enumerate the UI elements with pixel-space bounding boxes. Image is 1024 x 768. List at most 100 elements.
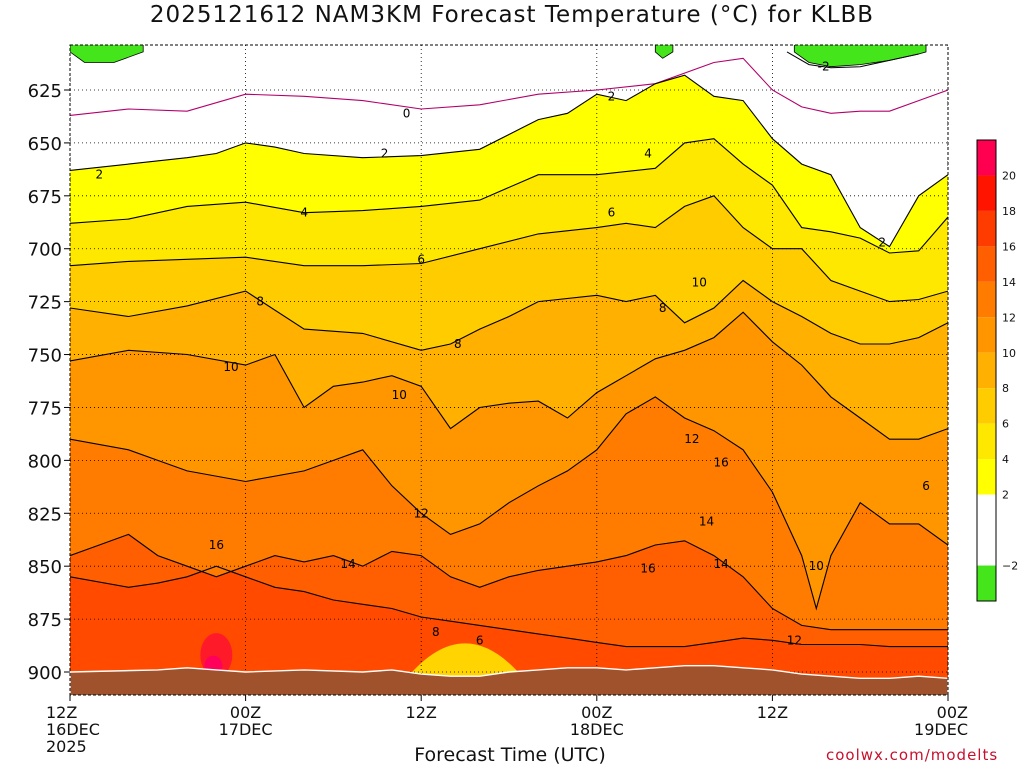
colorbar-label-9: 18 [1002, 205, 1016, 218]
temperature-fills [70, 45, 948, 695]
contour-label-7: 4 [644, 146, 652, 160]
contour-label-28: 6 [476, 633, 484, 647]
chart-title: 2025121612 NAM3KM Forecast Temperature (… [149, 2, 875, 28]
colorbar-label-0: −2 [1002, 560, 1018, 573]
colorbar-swatch-4 [977, 423, 996, 460]
contour-label-20: 12 [787, 633, 802, 647]
contour-label-14: 10 [223, 360, 238, 374]
y-tick-label-750: 750 [28, 346, 62, 367]
contour-label-18: 12 [414, 506, 429, 520]
colorbar-frame [976, 139, 997, 602]
contour-label-1: 0 [403, 106, 411, 120]
isotherm-6C [70, 195, 948, 303]
colorbar-swatch-14 [977, 246, 996, 282]
y-axis: 625 650 675 700 725 750 775 800 825 850 875 900 [28, 81, 70, 684]
contour-label-15: 10 [392, 388, 407, 402]
x-tick-label-60-0: 00Z [937, 703, 968, 722]
contour-label-26: 16 [714, 455, 729, 469]
x-tick-label-12-0: 00Z [230, 703, 261, 722]
y-tick-label-800: 800 [28, 451, 62, 472]
fill-below-0C [70, 45, 948, 116]
colorbar-swatch-10 [977, 317, 996, 353]
contour-label-24: 16 [209, 538, 224, 552]
plot-frame [69, 44, 949, 696]
colorbar-swatch-20 [977, 140, 996, 176]
contour-label-9: 6 [608, 206, 616, 220]
x-tick-label-0-0: 12Z [46, 703, 77, 722]
colorbar-swatch-2 [977, 459, 996, 495]
surface-cool-wedge [406, 643, 524, 679]
isotherm-0C [70, 57, 948, 116]
isotherm-14C [70, 533, 948, 631]
contour-label-21: 14 [340, 557, 355, 571]
gridlines [70, 45, 948, 695]
colorbar-label-8: 16 [1002, 240, 1016, 253]
colorbar-label-4: 8 [1002, 382, 1009, 395]
y-tick-label-675: 675 [28, 187, 62, 208]
contour-label-16: 10 [692, 276, 707, 290]
isotherm-lines [70, 51, 948, 648]
contour-label-6: 4 [300, 206, 308, 220]
terrain-ground [70, 665, 948, 695]
x-tick-label-0-1: 16DEC [46, 720, 100, 739]
colorbar-label-2: 4 [1002, 453, 1009, 466]
fill-below-minus2C-0 [70, 45, 144, 63]
contour-label-17: 10 [809, 559, 824, 573]
isotherm-10C [70, 311, 948, 440]
contour-label-25: 16 [640, 561, 655, 575]
x-axis-title: Forecast Time (UTC) [414, 744, 606, 766]
x-tick-label-12-1: 17DEC [219, 720, 273, 739]
contour-label-12: 8 [454, 337, 462, 351]
contour-label-5: 2 [878, 235, 886, 249]
isotherm-4C [70, 138, 948, 254]
x-tick-label-24-0: 12Z [406, 703, 437, 722]
x-tick-label-48-0: 12Z [757, 703, 788, 722]
x-tick-label-36-0: 00Z [581, 703, 612, 722]
contour-label-22: 14 [699, 515, 714, 529]
terrain-fill [70, 665, 948, 695]
y-tick-label-900: 900 [28, 663, 62, 684]
isotherm-8C [70, 279, 948, 351]
colorbar: −2 2 4 6 8 10 12 14 16 18 20 [976, 139, 1018, 602]
plot-area [70, 45, 948, 695]
colorbar-label-10: 20 [1002, 169, 1016, 182]
y-tick-label-625: 625 [28, 81, 62, 102]
isotherm-16C [70, 565, 948, 648]
y-tick-label-700: 700 [28, 240, 62, 261]
contour-label-0: -2 [818, 60, 830, 74]
contour-label-10: 6 [922, 479, 930, 493]
isotherm-2C [70, 74, 948, 248]
colorbar-swatch-16 [977, 210, 996, 247]
contour-labels: -2 0 2 2 2 2 4 4 6 6 6 8 8 8 10 10 10 10 12 12 12 14 14 14 16 16 1… [95, 60, 929, 648]
y-tick-label-875: 875 [28, 610, 62, 631]
y-tick-label-650: 650 [28, 134, 62, 155]
colorbar-label-3: 6 [1002, 418, 1009, 431]
colorbar-label-6: 12 [1002, 311, 1016, 324]
y-tick-label-775: 775 [28, 398, 62, 419]
colorbar-label-7: 14 [1002, 276, 1016, 289]
colorbar-swatch-0 [977, 494, 996, 531]
colorbar-swatch-6 [977, 388, 996, 424]
x-tick-label-36-1: 18DEC [570, 720, 624, 739]
contour-label-3: 2 [381, 146, 389, 160]
isotherm-minus2C [786, 51, 919, 69]
colorbar-swatch--2 [977, 530, 996, 566]
isotherm-12C [70, 396, 948, 611]
contour-label-2: 2 [95, 168, 103, 182]
fill-below-minus2C-1 [654, 45, 674, 59]
x-tick-label-60-1: 19DEC [914, 720, 968, 739]
colorbar-swatch--4 [977, 565, 996, 601]
colorbar-swatch-8 [977, 352, 996, 389]
contour-label-13: 8 [659, 301, 667, 315]
contour-label-27: 8 [432, 625, 440, 639]
colorbar-swatch-12 [977, 281, 996, 318]
contour-label-8: 6 [417, 252, 425, 266]
source-credit: coolwx.com/modelts [826, 746, 999, 764]
y-tick-label-725: 725 [28, 293, 62, 314]
x-tick-label-0-2: 2025 [46, 737, 87, 756]
contour-label-23: 14 [714, 557, 729, 571]
contour-label-4: 2 [608, 89, 616, 103]
colorbar-swatch-18 [977, 175, 996, 211]
